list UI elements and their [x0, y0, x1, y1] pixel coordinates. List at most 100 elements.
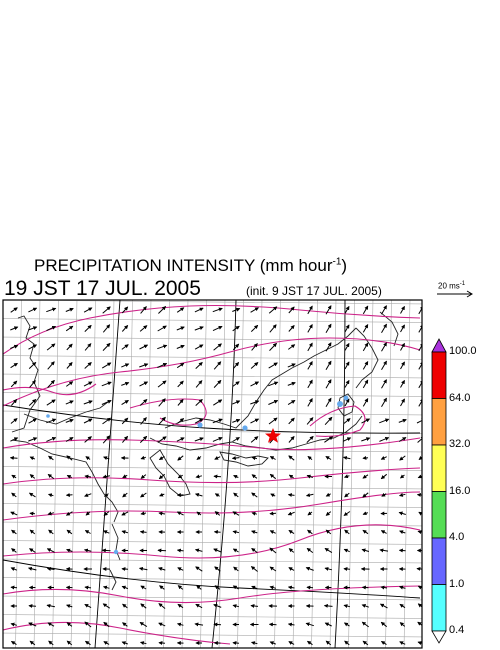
- wind-arrow: [157, 380, 167, 388]
- wind-arrow: [9, 455, 18, 460]
- wind-arrow: [380, 530, 387, 534]
- wind-arrow: [268, 306, 278, 314]
- wind-arrow: [362, 379, 369, 389]
- wind-arrow: [362, 529, 369, 535]
- wind-arrow: [344, 305, 350, 314]
- wind-arrow: [102, 324, 111, 333]
- wind-arrow: [381, 323, 387, 334]
- wind-arrow: [325, 397, 332, 408]
- wind-arrow: [159, 492, 165, 497]
- wind-arrow: [101, 548, 111, 553]
- wind-arrow: [46, 566, 55, 571]
- wind-arrow: [324, 416, 333, 426]
- wind-arrow: [121, 381, 130, 386]
- title-exponent: -1: [332, 256, 342, 268]
- chart-title: PRECIPITATION INTENSITY (mm hour-1): [34, 256, 347, 276]
- wind-arrow: [140, 455, 147, 460]
- wind-arrow: [102, 474, 111, 479]
- wind-arrow: [121, 325, 129, 332]
- wind-arrow: [305, 493, 314, 497]
- wind-arrow: [306, 435, 314, 443]
- wind-arrow: [28, 326, 38, 331]
- wind-arrow: [11, 398, 18, 406]
- wind-arrow: [66, 381, 74, 387]
- wind-arrow: [399, 455, 406, 461]
- wind-arrow: [10, 307, 18, 313]
- wind-arrow: [102, 417, 112, 425]
- wind-arrow: [344, 398, 350, 407]
- wind-arrow: [84, 474, 92, 479]
- wind-arrow: [325, 456, 332, 460]
- wind-scale-label: 20 ms-1: [438, 281, 465, 291]
- wind-arrow: [121, 641, 128, 646]
- title-text: PRECIPITATION INTENSITY (mm hour: [34, 256, 333, 275]
- wind-arrow: [325, 342, 332, 352]
- wind-arrow: [121, 344, 129, 350]
- wind-arrow: [233, 492, 239, 498]
- wind-arrow: [287, 585, 295, 590]
- wind-arrow: [139, 641, 147, 646]
- wind-arrow: [194, 344, 204, 350]
- wind-arrow: [418, 379, 422, 389]
- wind-arrow: [122, 474, 128, 479]
- wind-arrow: [121, 585, 128, 590]
- wind-arrow: [379, 603, 388, 609]
- wind-arrow: [361, 548, 370, 553]
- wind-arrow: [233, 361, 240, 369]
- wind-arrow: [47, 511, 55, 516]
- wind-arrow: [305, 566, 314, 571]
- wind-arrow: [269, 473, 277, 480]
- wind-arrow: [84, 493, 92, 497]
- rain-cell: [113, 549, 119, 555]
- wind-arrow: [307, 398, 313, 407]
- location-star-marker: [265, 428, 281, 443]
- wind-arrow: [325, 305, 332, 315]
- valid-datetime: 19 JST 17 JUL. 2005: [4, 277, 201, 300]
- wind-arrow: [343, 548, 350, 553]
- wind-arrow: [47, 473, 55, 480]
- wind-arrow: [343, 474, 350, 479]
- wind-arrow: [29, 548, 36, 553]
- wind-arrow: [417, 621, 422, 626]
- wind-arrow: [269, 530, 276, 534]
- wind-arrow: [103, 511, 110, 516]
- wind-arrow: [65, 437, 74, 442]
- wind-arrow: [66, 474, 72, 479]
- wind-arrow: [288, 306, 295, 314]
- wind-arrow: [416, 566, 422, 571]
- wind-arrow: [122, 435, 129, 443]
- wind-arrow: [362, 455, 369, 460]
- wind-arrow: [177, 398, 184, 406]
- wind-arrow: [344, 324, 350, 333]
- wind-arrow: [418, 305, 422, 315]
- wind-arrow: [196, 455, 202, 460]
- wind-arrow: [194, 326, 204, 331]
- wind-arrow: [379, 437, 390, 442]
- wind-arrow: [194, 548, 203, 553]
- wind-arrow: [307, 379, 313, 389]
- precipitation-areas: [46, 395, 349, 555]
- wind-arrow: [28, 307, 38, 313]
- wind-arrow: [103, 530, 110, 534]
- wind-arrow: [344, 379, 350, 388]
- wind-arrow: [28, 361, 37, 369]
- wind-arrow: [250, 641, 258, 646]
- wind-arrow: [194, 418, 204, 424]
- wind-arrow: [400, 379, 405, 388]
- wind-arrow: [214, 566, 221, 572]
- wind-arrow: [400, 324, 405, 333]
- wind-arrow: [84, 530, 91, 534]
- wind-arrow: [213, 603, 222, 608]
- wind-arrow: [399, 641, 406, 645]
- wind-arrow: [362, 398, 369, 407]
- wind-arrow: [66, 548, 73, 553]
- wind-arrow: [232, 511, 240, 516]
- wind-arrow: [307, 361, 313, 370]
- colorbar-tick-label: 64.0: [449, 391, 471, 404]
- wind-arrow: [103, 641, 110, 645]
- wind-arrow: [361, 621, 370, 628]
- wind-arrow: [121, 399, 129, 406]
- wind-scale-arrow: [437, 290, 473, 298]
- wind-arrow: [380, 456, 387, 460]
- wind-arrow: [417, 585, 422, 590]
